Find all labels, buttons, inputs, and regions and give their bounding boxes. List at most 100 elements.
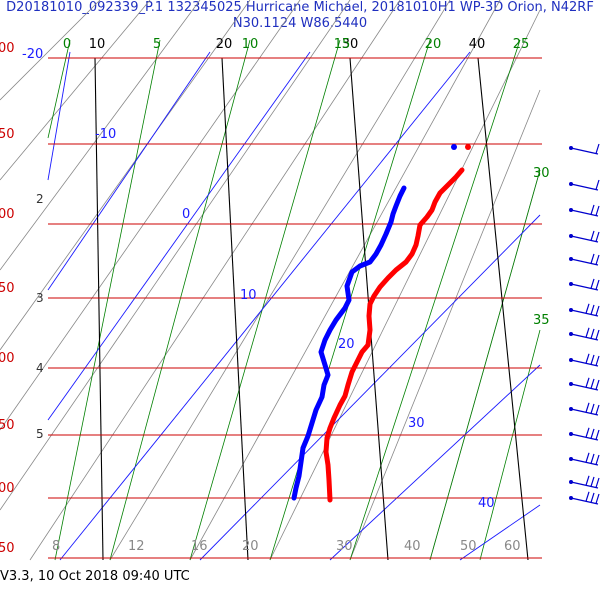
pressure-tick-label: 50	[0, 541, 15, 556]
wind-barb-flag	[595, 254, 600, 265]
isotherm-label: 20	[338, 337, 355, 352]
wind-barb-shaft	[570, 333, 599, 341]
wind-barb-shaft	[570, 309, 599, 317]
wind-barb-flag	[595, 429, 600, 440]
top-green-label: 0	[63, 37, 71, 52]
wind-barb	[569, 327, 600, 341]
wind-barb	[569, 143, 600, 155]
wind-barb-flag	[595, 477, 600, 488]
temperature-line	[323, 167, 465, 503]
wind-barb-flag	[595, 179, 600, 190]
wind-barb-flag	[590, 328, 595, 339]
mixing-ratio-line	[477, 57, 529, 561]
wind-barb-flag	[585, 303, 590, 314]
wind-barb-flag	[590, 453, 595, 464]
wind-barb-shaft	[570, 359, 599, 367]
wind-barb	[569, 353, 600, 367]
height-km-label: 4	[36, 361, 44, 375]
wind-barb	[569, 278, 600, 291]
isotherm-line	[59, 51, 471, 561]
wind-barb	[569, 377, 600, 391]
moist-adiabat-line	[189, 39, 341, 561]
dry-adiabat-line	[109, 0, 451, 561]
mixing-ratio-label: 20	[242, 539, 259, 554]
wind-barb-shaft	[570, 258, 599, 266]
top-scale-label: 10	[89, 37, 106, 52]
wind-barb-flag	[590, 304, 595, 315]
top-green-label: 15	[334, 37, 351, 52]
temperature-point	[465, 144, 471, 150]
mixing-ratio-line	[221, 57, 249, 561]
wind-barb-flag	[590, 354, 595, 365]
wind-barb-flag	[585, 377, 590, 388]
pressure-tick-label: 50	[0, 418, 15, 433]
dry-adiabat-line	[0, 0, 351, 511]
pressure-tick-label: 00	[0, 481, 15, 496]
moist-adiabat-line	[349, 39, 521, 561]
dry-adiabat-line	[29, 0, 401, 561]
dry-adiabat-line	[0, 0, 301, 431]
pressure-tick-label: 00	[0, 207, 15, 222]
wind-barb-shaft	[570, 209, 599, 217]
wind-barb-flag	[590, 492, 595, 503]
isotherm-line	[47, 51, 311, 421]
height-km-label: 2	[36, 192, 44, 206]
wind-barb	[569, 475, 600, 489]
isotherm-label: 40	[478, 496, 495, 511]
dewpoint-point	[451, 144, 457, 150]
wind-barb-flag	[585, 427, 590, 438]
isotherm-label: -20	[22, 47, 43, 62]
pressure-tick-label: 50	[0, 127, 15, 142]
mixing-ratio-line	[94, 57, 104, 561]
wind-barb-flag	[590, 378, 595, 389]
isotherm-line	[459, 504, 541, 561]
mixing-ratio-label: 30	[336, 539, 353, 554]
wind-barb-shaft	[570, 147, 599, 155]
isotherm-label: 0	[182, 207, 190, 222]
wind-barb-flag	[595, 355, 600, 366]
wind-barb-flag	[590, 230, 595, 241]
top-green-label: 25	[513, 37, 530, 52]
wind-barb	[569, 253, 600, 266]
axis-labels: 00 50 00 50 00 50 00 50 2 3 4 5 10 20 30 40 0 5 10 15 20 25 30…	[0, 37, 550, 556]
wind-barb	[569, 204, 600, 217]
footer-text: V3.3, 10 Oct 2018 09:40 UTC	[0, 569, 190, 584]
wind-barb-flag	[595, 305, 600, 316]
title-line-2: N30.1124 W86.5440	[232, 16, 368, 31]
top-scale-label: 30	[342, 37, 359, 52]
wind-barb-flag	[585, 452, 590, 463]
top-scale-label: 40	[469, 37, 486, 52]
moist-adiabat-line	[47, 39, 71, 139]
top-scale-label: 20	[216, 37, 233, 52]
dry-adiabat-line	[0, 0, 101, 101]
top-green-label: 5	[153, 37, 161, 52]
isotherm-line	[47, 51, 71, 181]
height-km-label: 3	[36, 291, 44, 305]
top-green-label: 10	[242, 37, 259, 52]
isotherm-line	[47, 51, 211, 291]
dry-adiabat-line	[349, 89, 541, 561]
wind-barb-flag	[595, 329, 600, 340]
dewpoint-line	[291, 185, 407, 501]
wind-barb-flag	[585, 402, 590, 413]
mixing-ratio-label: 16	[191, 539, 208, 554]
wind-barb	[569, 179, 600, 191]
right-green-label: 30	[533, 166, 550, 181]
wind-barb-flag	[595, 205, 600, 216]
wind-barb	[569, 402, 600, 416]
pressure-tick-label: 50	[0, 281, 15, 296]
wind-barb-flag	[595, 404, 600, 415]
wind-barb-flag	[590, 204, 595, 215]
mixing-ratio-label: 8	[52, 539, 60, 554]
moist-adiabat-line	[54, 39, 161, 561]
wind-barb-flag	[595, 493, 600, 504]
isotherm-label: -10	[95, 127, 116, 142]
isotherm-line	[329, 364, 541, 561]
wind-barb-flag	[590, 476, 595, 487]
wind-barb-shaft	[570, 408, 599, 416]
wind-barb-flag	[595, 143, 600, 154]
wind-barb-shaft	[570, 481, 599, 489]
wind-barb-shaft	[570, 235, 599, 243]
wind-barb-flag	[595, 454, 600, 465]
